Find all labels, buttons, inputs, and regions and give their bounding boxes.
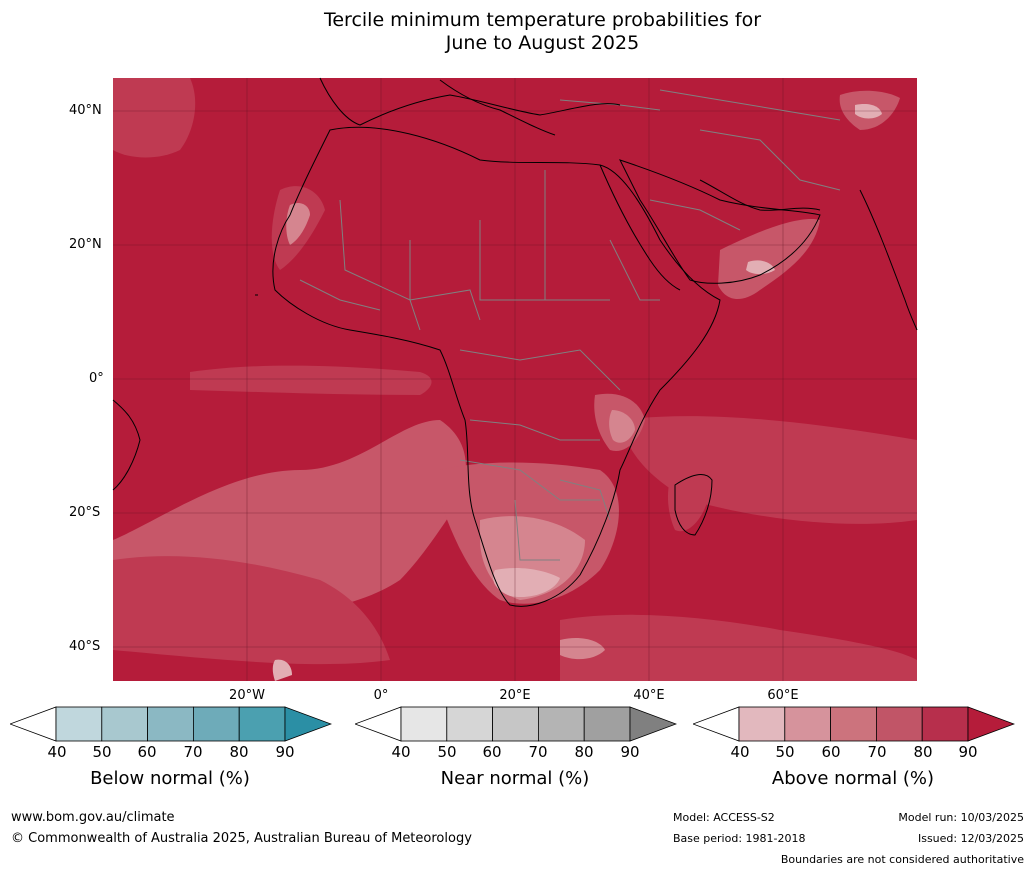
colorbar-segment bbox=[400, 706, 448, 742]
copyright: © Commonwealth of Australia 2025, Austra… bbox=[11, 831, 472, 846]
colorbar-extend-high bbox=[284, 706, 332, 742]
near-tick-80: 80 bbox=[574, 743, 594, 761]
country-borders bbox=[299, 89, 841, 561]
above-tick-50: 50 bbox=[775, 743, 795, 761]
colorbar-segment bbox=[446, 706, 494, 742]
colorbar-extend-low bbox=[355, 706, 402, 742]
zone-north-atlantic bbox=[113, 78, 196, 158]
colorbar-extend-high bbox=[629, 706, 677, 742]
below-tick-70: 70 bbox=[183, 743, 203, 761]
colorbar-extend-high bbox=[967, 706, 1015, 742]
colorbar-near-svg bbox=[355, 706, 677, 742]
arabia-coastline bbox=[619, 159, 821, 284]
below-tick-50: 50 bbox=[92, 743, 112, 761]
colorbar-segment bbox=[784, 706, 832, 742]
lat-label-20n: 20°N bbox=[69, 237, 102, 252]
near-tick-40: 40 bbox=[391, 743, 411, 761]
model-run: Model run: 10/03/2025 bbox=[898, 811, 1024, 824]
colorbar-segment bbox=[192, 706, 240, 742]
below-tick-80: 80 bbox=[229, 743, 249, 761]
madagascar-coastline bbox=[674, 474, 713, 536]
colorbar-segment bbox=[492, 706, 539, 742]
model-name: Model: ACCESS-S2 bbox=[673, 811, 775, 824]
below-tick-90: 90 bbox=[275, 743, 295, 761]
below-normal-label: Below normal (%) bbox=[90, 768, 250, 789]
above-normal-label: Above normal (%) bbox=[771, 768, 935, 789]
zone-east-africa-core bbox=[609, 410, 635, 443]
india-coastline bbox=[859, 189, 918, 331]
colorbar-extend-low bbox=[693, 706, 740, 742]
lat-label-equator: 0° bbox=[89, 371, 104, 386]
lon-label-20e: 20°E bbox=[499, 688, 531, 703]
colorbar-below-normal bbox=[10, 706, 332, 742]
lat-label-20s: 20°S bbox=[69, 505, 101, 520]
near-tick-70: 70 bbox=[528, 743, 548, 761]
coastlines bbox=[112, 77, 918, 607]
south-america-coastline bbox=[112, 399, 141, 491]
colorbar-below-svg bbox=[10, 706, 332, 742]
colorbar-segment bbox=[238, 706, 286, 742]
base-period: Base period: 1981-2018 bbox=[673, 832, 806, 845]
near-tick-90: 90 bbox=[620, 743, 640, 761]
africa-coastline bbox=[272, 126, 721, 607]
zone-tropical-atlantic bbox=[190, 365, 432, 395]
persian-gulf-coastline bbox=[699, 179, 821, 211]
boundaries-disclaimer: Boundaries are not considered authoritat… bbox=[780, 853, 1024, 866]
near-tick-50: 50 bbox=[437, 743, 457, 761]
colorbar-segment bbox=[830, 706, 877, 742]
above-tick-60: 60 bbox=[821, 743, 841, 761]
lon-label-20w: 20°W bbox=[229, 688, 265, 703]
zone-arabian-sea bbox=[718, 219, 820, 300]
zone-madagascar bbox=[667, 478, 708, 532]
probability-zones bbox=[113, 78, 917, 681]
colorbar-segment bbox=[583, 706, 631, 742]
below-tick-40: 40 bbox=[47, 743, 67, 761]
colorbar-segment bbox=[738, 706, 786, 742]
near-tick-60: 60 bbox=[482, 743, 502, 761]
near-normal-label: Near normal (%) bbox=[440, 768, 590, 789]
zone-cape bbox=[493, 567, 560, 598]
colorbar-above-normal bbox=[693, 706, 1015, 742]
lat-label-40n: 40°N bbox=[69, 103, 102, 118]
colorbar-segment bbox=[147, 706, 194, 742]
probability-map bbox=[112, 77, 918, 681]
colorbar-segment bbox=[537, 706, 585, 742]
title-line-1: Tercile minimum temperature probabilitie… bbox=[323, 9, 762, 31]
mediterranean-coastline bbox=[439, 79, 556, 136]
below-tick-60: 60 bbox=[137, 743, 157, 761]
europe-coastline bbox=[319, 77, 621, 126]
colorbar-segment bbox=[101, 706, 149, 742]
title-line-2: June to August 2025 bbox=[445, 32, 640, 54]
bom-url: www.bom.gov.au/climate bbox=[11, 810, 175, 825]
colorbar-segment bbox=[875, 706, 923, 742]
lon-label-0: 0° bbox=[373, 688, 389, 703]
zone-southern-ocean-west bbox=[113, 556, 390, 665]
lon-label-60e: 60°E bbox=[767, 688, 799, 703]
above-tick-90: 90 bbox=[958, 743, 978, 761]
above-tick-80: 80 bbox=[913, 743, 933, 761]
zone-southern-ocean-spot bbox=[272, 659, 292, 681]
colorbar-segment bbox=[921, 706, 969, 742]
colorbar-segment bbox=[55, 706, 103, 742]
map-title: Tercile minimum temperature probabilitie… bbox=[0, 9, 1035, 55]
red-sea-coastline bbox=[599, 164, 681, 291]
colorbar-near-normal bbox=[355, 706, 677, 742]
issued-date: Issued: 12/03/2025 bbox=[917, 832, 1024, 845]
above-tick-70: 70 bbox=[867, 743, 887, 761]
colorbar-above-svg bbox=[693, 706, 1015, 742]
lon-label-40e: 40°E bbox=[633, 688, 665, 703]
zone-southern-ocean-patch bbox=[560, 638, 605, 660]
zone-west-sahara-core bbox=[286, 203, 310, 245]
lat-label-40s: 40°S bbox=[69, 639, 101, 654]
colorbar-extend-low bbox=[10, 706, 57, 742]
above-tick-40: 40 bbox=[730, 743, 750, 761]
